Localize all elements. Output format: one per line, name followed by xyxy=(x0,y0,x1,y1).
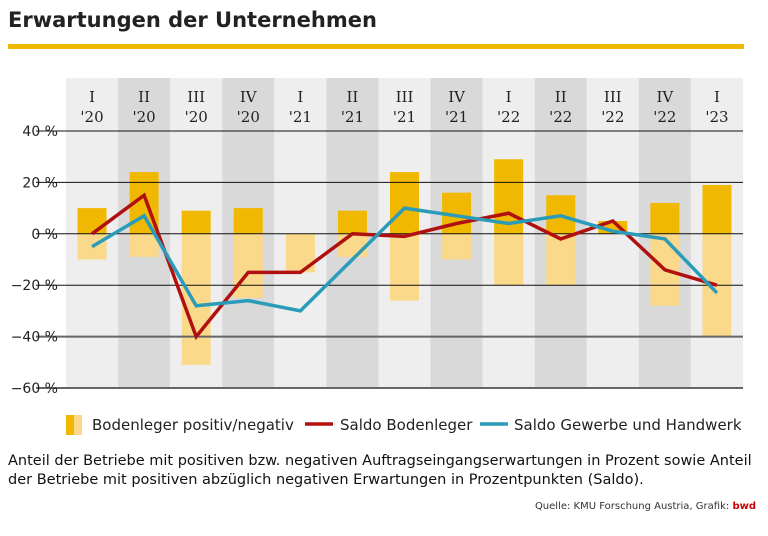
category-label-year: '22 xyxy=(653,108,676,126)
y-tick-label: −60 % xyxy=(11,381,58,397)
y-tick-label: 0 % xyxy=(31,227,58,243)
legend-label: Bodenleger positiv/negativ xyxy=(92,416,294,434)
bar-negative xyxy=(233,233,263,299)
category-label-year: '23 xyxy=(705,108,728,126)
category-label-quarter: III xyxy=(187,88,205,106)
chart-title: Erwartungen der Unternehmen xyxy=(8,8,377,32)
category-label-year: '20 xyxy=(133,108,156,126)
category-label-quarter: II xyxy=(346,88,358,106)
bar-negative xyxy=(390,233,419,301)
line-saldo-gewerbe-und-handwerk xyxy=(91,206,719,313)
category-label-year: '22 xyxy=(549,108,572,126)
brand-logo: bwd xyxy=(732,501,756,512)
bar-negative xyxy=(181,233,211,365)
caption: Anteil der Betriebe mit positiven bzw. n… xyxy=(8,453,752,488)
legend-label: Saldo Bodenleger xyxy=(340,416,473,434)
category-label-year: '21 xyxy=(289,108,312,126)
bar-negative xyxy=(129,233,159,257)
category-label-quarter: II xyxy=(138,88,150,106)
bar-positive xyxy=(702,184,732,234)
category-label-quarter: IV xyxy=(448,88,466,106)
category-label-quarter: I xyxy=(714,88,720,106)
category-label-quarter: III xyxy=(396,88,414,106)
y-tick-label: 40 % xyxy=(22,124,58,140)
bar-negative xyxy=(494,233,524,286)
category-label-quarter: IV xyxy=(657,88,675,106)
category-label-quarter: III xyxy=(604,88,622,106)
category-label-year: '22 xyxy=(601,108,624,126)
category-label-year: '21 xyxy=(341,108,364,126)
bar-positive xyxy=(337,210,367,234)
source: Quelle: KMU Forschung Austria, Grafik: b… xyxy=(535,501,756,512)
category-label-quarter: I xyxy=(89,88,95,106)
source-text: Quelle: KMU Forschung Austria, Grafik: xyxy=(534,501,733,512)
category-label-year: '20 xyxy=(185,108,208,126)
y-tick-label: 20 % xyxy=(22,175,58,191)
category-label-quarter: I xyxy=(297,88,303,106)
category-label-year: '22 xyxy=(497,108,520,126)
category-label-year: '21 xyxy=(393,108,416,126)
legend-label: Saldo Gewerbe und Handwerk xyxy=(514,416,742,434)
line-saldo-bodenleger xyxy=(90,192,718,341)
category-label-quarter: II xyxy=(555,88,567,106)
legend-swatch-positive xyxy=(66,415,74,435)
bar-negative xyxy=(546,233,576,286)
bar-positive xyxy=(650,202,680,234)
category-label-year: '20 xyxy=(237,108,260,126)
y-tick-label: −20 % xyxy=(11,278,58,294)
bar-positive xyxy=(390,172,419,234)
category-label-quarter: IV xyxy=(240,88,258,106)
bar-positive xyxy=(77,208,107,234)
category-label-quarter: I xyxy=(506,88,512,106)
bar-negative xyxy=(442,233,472,260)
title-rule xyxy=(8,44,744,49)
bar-positive xyxy=(233,208,263,234)
category-label-year: '21 xyxy=(445,108,468,126)
bar-negative xyxy=(337,233,367,257)
chart: I'20II'20III'20IV'20I'21II'21III'21IV'21… xyxy=(11,78,743,435)
category-label-year: '20 xyxy=(80,108,103,126)
y-tick-label: −40 % xyxy=(11,330,58,346)
legend-swatch-negative xyxy=(74,415,82,435)
bar-positive xyxy=(181,210,211,234)
